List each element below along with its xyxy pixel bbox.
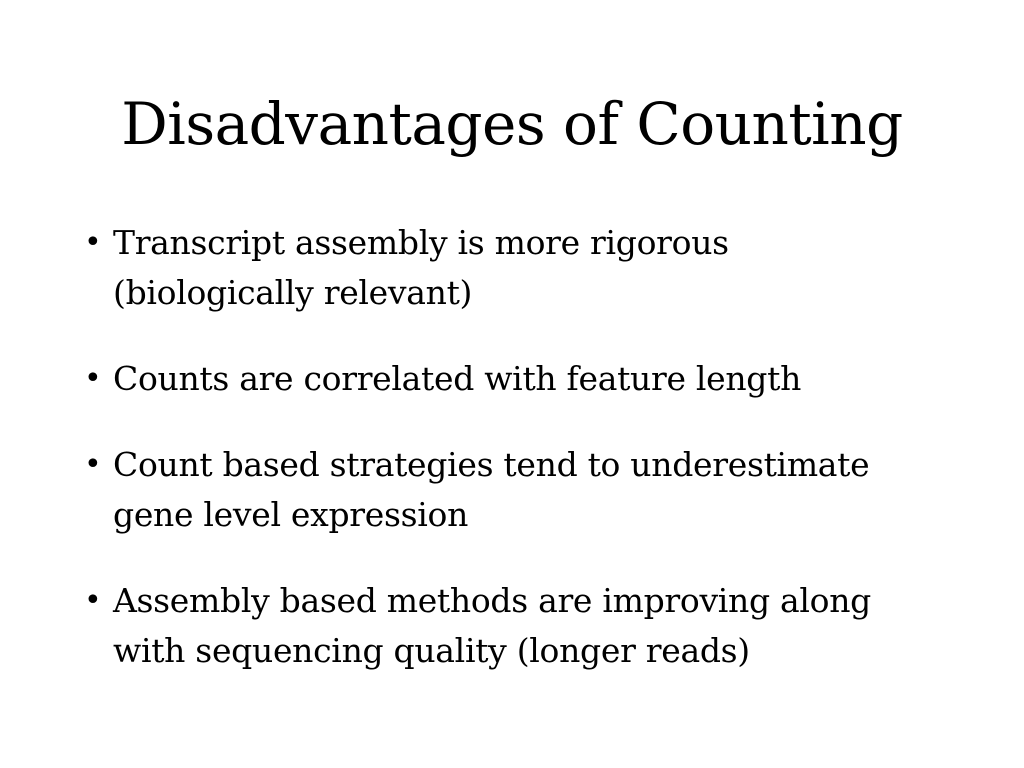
bullet-dot-icon: • — [84, 583, 102, 618]
bullet-dot-icon: • — [84, 225, 102, 260]
bullet-item-transcript-assembly: • Transcript assembly is more rigorous (… — [84, 218, 934, 318]
bullet-text: Assembly based methods are improving alo… — [113, 581, 871, 670]
bullet-text: Counts are correlated with feature lengt… — [113, 359, 802, 398]
bullet-text: Transcript assembly is more rigorous (bi… — [113, 223, 729, 312]
slide-title: Disadvantages of Counting — [121, 90, 903, 158]
bullet-list: • Transcript assembly is more rigorous (… — [84, 218, 934, 676]
bullet-item-feature-length: • Counts are correlated with feature len… — [84, 354, 934, 404]
bullet-item-underestimate: • Count based strategies tend to underes… — [84, 440, 934, 540]
bullet-dot-icon: • — [84, 361, 102, 396]
bullet-text: Count based strategies tend to underesti… — [113, 445, 870, 534]
bullet-dot-icon: • — [84, 447, 102, 482]
bullet-item-assembly-methods: • Assembly based methods are improving a… — [84, 576, 934, 676]
